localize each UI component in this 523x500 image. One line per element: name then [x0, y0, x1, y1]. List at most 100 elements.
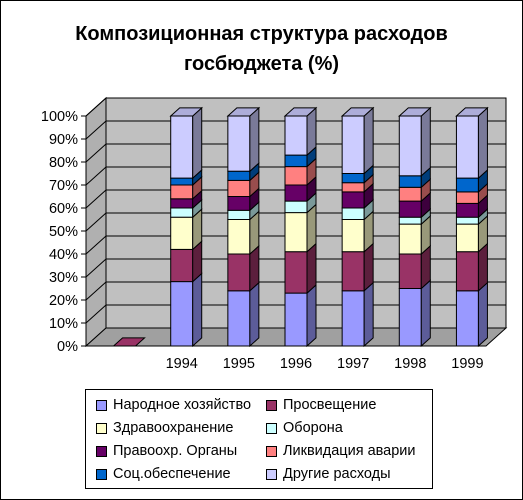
y-tick-label: 60%	[49, 201, 78, 217]
bar-segment	[455, 290, 479, 347]
bar-segment	[455, 251, 479, 292]
bar-segment	[398, 115, 422, 177]
bar-top	[226, 107, 261, 117]
x-tick-label: 1996	[280, 356, 312, 372]
bar-top	[340, 107, 375, 117]
legend-label: Соц.обеспечение	[113, 466, 231, 482]
x-tick-label: 1995	[223, 356, 255, 372]
bar-segment	[455, 216, 479, 225]
bar-segment	[227, 290, 251, 347]
bar-segment	[284, 251, 308, 294]
bar-segment	[398, 216, 422, 225]
bar-segment	[227, 179, 251, 197]
bar-segment	[284, 184, 308, 202]
bar-segment	[170, 115, 194, 179]
chart-title-line-2: госбюджета (%)	[183, 53, 340, 75]
chart-title: Композиционная структура расходов госбюд…	[1, 19, 522, 79]
bar-segment	[455, 115, 479, 179]
y-tick-label: 30%	[49, 270, 78, 286]
legend-item: Народное хозяйство	[96, 394, 251, 416]
bar-segment	[170, 207, 194, 218]
bar-segment-side	[363, 281, 374, 348]
bar-segment	[284, 212, 308, 253]
legend-item: Оборона	[266, 417, 343, 439]
bar-segment	[455, 202, 479, 218]
bar-segment	[284, 166, 308, 186]
y-tick-label: 90%	[49, 132, 78, 148]
y-tick-label: 10%	[49, 316, 78, 332]
legend-label: Народное хозяйство	[113, 397, 252, 413]
bar-segment-side	[192, 106, 203, 180]
bar-segment	[170, 216, 194, 250]
bar-segment-side	[477, 281, 488, 348]
legend-label: Здравоохранение	[113, 420, 234, 436]
bar-segment	[341, 207, 365, 220]
y-tick-label: 20%	[49, 293, 78, 309]
legend-swatch	[96, 399, 107, 411]
bar-segment	[398, 253, 422, 289]
bar-segment-side	[306, 283, 317, 348]
bar-segment	[398, 223, 422, 255]
bar-segment-side	[249, 281, 260, 348]
bar-segment	[112, 337, 146, 347]
y-tick-label: 80%	[49, 155, 78, 171]
bar-segment	[341, 182, 365, 193]
legend-label: Другие расходы	[283, 466, 391, 482]
bar-segment	[227, 209, 251, 221]
y-tick-label: 100%	[41, 109, 78, 125]
bar-segment	[227, 196, 251, 211]
bar-segment	[284, 200, 308, 214]
legend-label: Оборона	[283, 420, 343, 436]
bar-top	[455, 107, 489, 117]
bar-segment	[455, 191, 479, 204]
bar-top	[283, 107, 318, 117]
bar-segment	[170, 248, 194, 283]
bar-segment	[455, 177, 479, 193]
bar-segment	[398, 200, 422, 218]
legend-swatch	[266, 399, 277, 411]
legend: Народное хозяйство Просвещение Здравоохран…	[85, 389, 433, 489]
x-tick-label: 1999	[451, 356, 483, 372]
bar-segment	[170, 281, 194, 347]
legend-label: Просвещение	[283, 397, 377, 413]
bar-segment-side	[420, 106, 431, 177]
legend-swatch	[96, 422, 107, 434]
bar-segment	[227, 219, 251, 255]
legend-item: Ликвидация аварии	[266, 440, 416, 462]
bar-segment-side	[249, 106, 260, 173]
bar-segment	[341, 251, 365, 292]
bar-segment	[398, 186, 422, 202]
bar-segment-side	[192, 272, 203, 348]
legend-item: Здравоохранение	[96, 417, 233, 439]
x-tick-label: 1998	[394, 356, 426, 372]
bar-segment	[398, 288, 422, 347]
y-tick-label: 50%	[49, 224, 78, 240]
x-tick-label: 1997	[337, 356, 369, 372]
bar-segment	[341, 219, 365, 253]
bar-top	[397, 107, 432, 117]
bar-segment	[170, 184, 194, 200]
bar-segment	[284, 154, 308, 168]
legend-swatch	[96, 468, 107, 480]
gridline	[85, 97, 506, 117]
bar-segment	[455, 223, 479, 253]
legend-label: Правоохр. Органы	[113, 443, 238, 459]
legend-swatch	[266, 468, 277, 480]
bar-segment	[227, 115, 251, 172]
bar-top	[169, 107, 204, 117]
legend-item: Правоохр. Органы	[96, 440, 237, 462]
y-tick-label: 0%	[57, 339, 78, 355]
legend-swatch	[266, 445, 277, 457]
bar-segment	[170, 177, 194, 186]
bar-segment	[341, 290, 365, 347]
legend-item: Соц.обеспечение	[96, 463, 231, 485]
bar-segment	[227, 170, 251, 181]
bar-segment	[227, 253, 251, 292]
legend-swatch	[266, 422, 277, 434]
y-tick-label: 70%	[49, 178, 78, 194]
x-tick-label: 1994	[166, 356, 198, 372]
bar-segment	[284, 292, 308, 347]
bar-segment	[170, 198, 194, 209]
legend-item: Просвещение	[266, 394, 376, 416]
